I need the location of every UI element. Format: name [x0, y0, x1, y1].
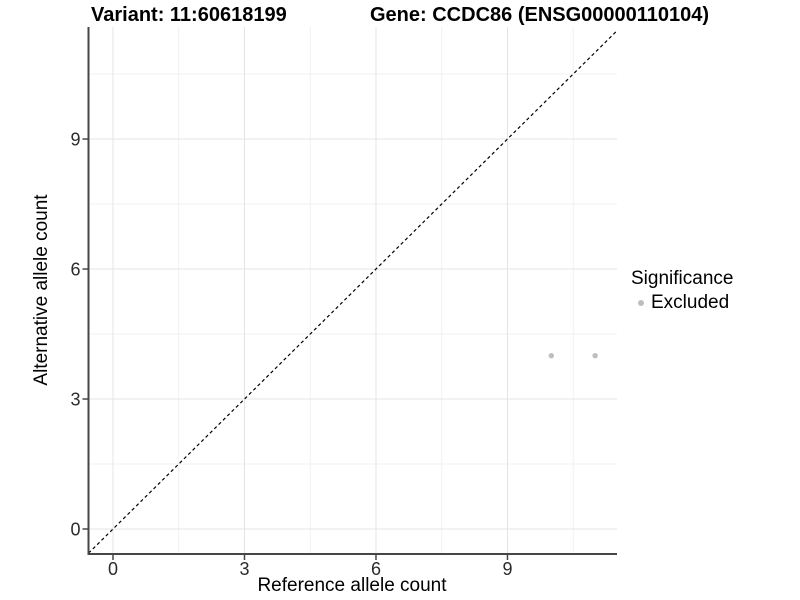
y-tick-label: 0	[70, 520, 80, 540]
y-tick-label: 3	[70, 390, 80, 410]
legend: Significance Excluded	[629, 268, 733, 313]
legend-items: Excluded	[629, 292, 733, 313]
legend-point-icon	[638, 299, 644, 306]
x-tick-label: 0	[108, 559, 118, 579]
data-point	[592, 352, 598, 359]
y-tick-label: 9	[70, 130, 80, 150]
x-tick-label: 9	[502, 559, 512, 579]
x-tick-label: 6	[371, 559, 381, 579]
legend-item: Excluded	[629, 292, 733, 313]
identity-line	[88, 30, 618, 554]
y-tick-label: 6	[70, 260, 80, 280]
legend-title: Significance	[631, 268, 734, 289]
y-axis-title: Alternative allele count	[31, 194, 52, 386]
data-point	[548, 352, 554, 359]
plot-title-variant: Variant: 11:60618199	[91, 4, 287, 26]
x-tick-label: 3	[239, 559, 249, 579]
plot-title-gene: Gene: CCDC86 (ENSG00000110104)	[370, 4, 710, 26]
x-axis-title: Reference allele count	[257, 575, 447, 596]
legend-item-label: Excluded	[651, 291, 730, 313]
